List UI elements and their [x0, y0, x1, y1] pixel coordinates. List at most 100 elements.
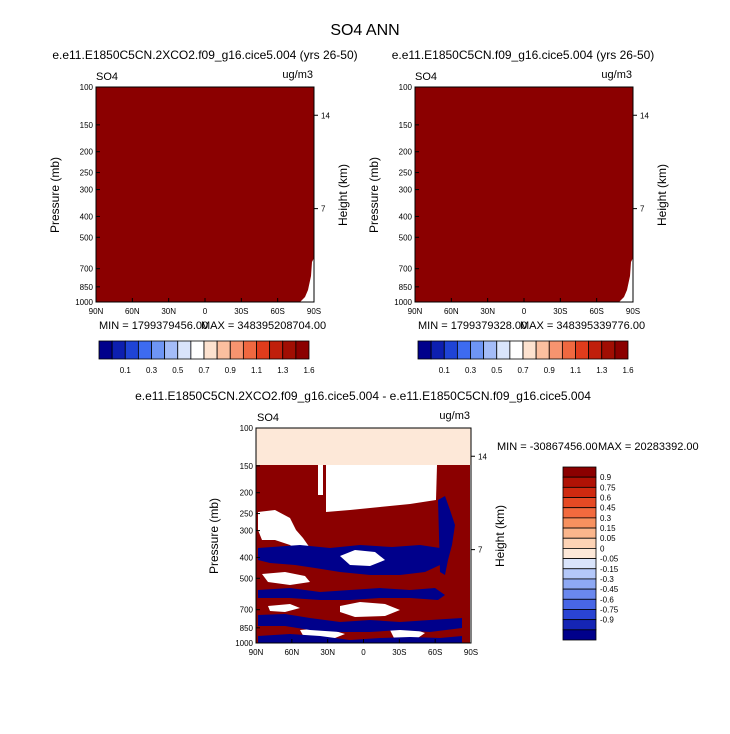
- diff-zero-left-region: [258, 510, 310, 552]
- panel-2-y-tick-label: 700: [399, 265, 413, 274]
- panel-3-y-tick-label: 200: [240, 489, 254, 498]
- panel-1-y2-tick-label: 7: [321, 205, 326, 214]
- panel-1-colorbar-box: [151, 340, 166, 360]
- panel-2-colorbar-label: 1.1: [570, 366, 582, 375]
- panel-3-colorbar-box: [562, 527, 597, 539]
- panel-1-x-tick-label: 90S: [307, 307, 321, 316]
- panel-2-y2-tick-label: 14: [640, 111, 649, 120]
- panel-2-y-tick-label: 250: [399, 169, 413, 178]
- panel-1-y2label: Height (km): [336, 164, 350, 226]
- panel-3-colorbar-box: [562, 598, 597, 610]
- panel-3-colorbar-box: [562, 476, 597, 488]
- panel-1-x-tick-label: 90N: [89, 307, 104, 316]
- panel-3-x-tick-label: 30S: [392, 648, 406, 657]
- panel-3: e.e11.E1850C5CN.2XCO2.f09_g16.cice5.004 …: [135, 389, 699, 657]
- panel-3-colorbar-box: [562, 507, 597, 519]
- panel-2-y-tick-label: 400: [399, 212, 413, 221]
- panel-1-colorbar-label: 1.1: [251, 366, 263, 375]
- panel-3-min-label: MIN = -30867456.00: [497, 441, 598, 453]
- panel-2-y2-tick-label: 7: [640, 205, 645, 214]
- panel-3-x-tick-label: 90N: [249, 648, 264, 657]
- diff-zero-in-negative-band: [340, 550, 385, 566]
- panel-2-colorbar-label: 0.9: [544, 366, 556, 375]
- panel-1-colorbar-box: [282, 340, 297, 360]
- panel-3-y-tick-label: 700: [240, 606, 254, 615]
- panel-1-y-tick-label: 250: [80, 169, 94, 178]
- panel-2-colorbar-box: [470, 340, 485, 360]
- panel-3-colorbar-label: 0.3: [600, 514, 612, 523]
- panel-1-min-label: MIN = 1799379456.00: [99, 320, 208, 332]
- panel-3-y-tick-label: 1000: [235, 639, 253, 648]
- panel-3-y2-tick-label: 7: [478, 546, 483, 555]
- panel-2-colorbar-box: [509, 340, 524, 360]
- panel-3-colorbar-label: 0.9: [600, 473, 612, 482]
- panel-2-max-label: MAX = 348395339776.00: [520, 320, 645, 332]
- panel-1-colorbar-label: 0.5: [172, 366, 184, 375]
- panel-2-colorbar-box: [601, 340, 616, 360]
- panel-2-colorbar-label: 1.6: [622, 366, 634, 375]
- diff-negative-column-60S: [438, 496, 455, 575]
- panel-1-colorbar-box: [190, 340, 205, 360]
- panel-2-colorbar-box: [535, 340, 550, 360]
- panel-2-y-tick-label: 200: [399, 148, 413, 157]
- panel-2-colorbar-label: 0.1: [439, 366, 451, 375]
- panel-3-colorbar-label: -0.45: [600, 585, 619, 594]
- panel-2-colorbar-box: [614, 340, 629, 360]
- panel-3-colorbar-label: -0.15: [600, 565, 619, 574]
- diff-negative-band-800: [258, 614, 462, 632]
- panel-1-missing-region: [300, 258, 314, 302]
- panel-2-colorbar-box: [548, 340, 563, 360]
- panel-2-ylabel: Pressure (mb): [367, 157, 381, 233]
- panel-2-min-label: MIN = 1799379328.00: [418, 320, 527, 332]
- panel-3-colorbar-label: -0.6: [600, 595, 614, 604]
- panel-2-colorbar-box: [588, 340, 603, 360]
- panel-3-colorbar-box: [562, 486, 597, 498]
- panel-3-colorbar-box: [562, 548, 597, 559]
- panel-3-colorbar-label: 0.75: [600, 483, 616, 492]
- diff-upper-near-zero-band: [256, 428, 471, 465]
- panel-2-y-tick-label: 1000: [394, 298, 412, 307]
- panel-1-colorbar-box: [216, 340, 231, 360]
- panel-3-colorbar-label: -0.9: [600, 616, 614, 625]
- panel-2-x-tick-label: 60N: [444, 307, 459, 316]
- panel-2-field-fill: [415, 87, 633, 302]
- panel-3-colorbar-box: [562, 517, 597, 529]
- panel-1-colorbar-box: [256, 340, 271, 360]
- panel-3-x-tick-label: 0: [361, 648, 366, 657]
- panel-2-colorbar-box: [522, 340, 537, 360]
- panel-1-y-tick-label: 700: [80, 265, 94, 274]
- panel-3-x-tick-label: 60S: [428, 648, 442, 657]
- panel-3-colorbar-label: 0.6: [600, 494, 612, 503]
- panel-3-colorbar-box: [562, 558, 597, 570]
- panel-3-y-tick-label: 500: [240, 574, 254, 583]
- diff-zero-notch: [318, 465, 323, 495]
- panel-1-colorbar-box: [242, 340, 257, 360]
- panel-1-colorbar-box: [177, 340, 192, 360]
- panel-1-title: e.e11.E1850C5CN.2XCO2.f09_g16.cice5.004 …: [52, 48, 357, 62]
- panel-1-colorbar-box: [111, 340, 126, 360]
- panel-3-field-label: SO4: [257, 412, 279, 424]
- panel-3-y2label: Height (km): [493, 505, 507, 567]
- panel-3-x-tick-label: 30N: [320, 648, 335, 657]
- panel-3-colorbar-box: [562, 609, 597, 621]
- panel-1-units: ug/m3: [282, 69, 313, 81]
- panel-1-colorbar-box: [295, 340, 310, 360]
- diff-negative-band-surface: [258, 634, 462, 643]
- panel-2-y-tick-label: 500: [399, 233, 413, 242]
- panel-2-y-tick-label: 150: [399, 121, 413, 130]
- panel-2-colorbar-box: [483, 340, 498, 360]
- panel-2-y-tick-label: 850: [399, 283, 413, 292]
- panel-3-colorbar-box: [562, 619, 597, 631]
- panel-3-colorbar-label: 0.05: [600, 534, 616, 543]
- panel-1-colorbar-label: 1.3: [277, 366, 289, 375]
- panel-1-y-tick-label: 150: [80, 121, 94, 130]
- panel-1-colorbar-box: [124, 340, 139, 360]
- panel-1-y-tick-label: 500: [80, 233, 94, 242]
- panel-3-units: ug/m3: [439, 410, 470, 422]
- panel-3-colorbar-box: [562, 578, 597, 590]
- panel-3-y-tick-label: 300: [240, 527, 254, 536]
- panel-1-y-tick-label: 300: [80, 186, 94, 195]
- panel-1-field-fill: [96, 87, 314, 302]
- panel-1-x-tick-label: 60S: [271, 307, 285, 316]
